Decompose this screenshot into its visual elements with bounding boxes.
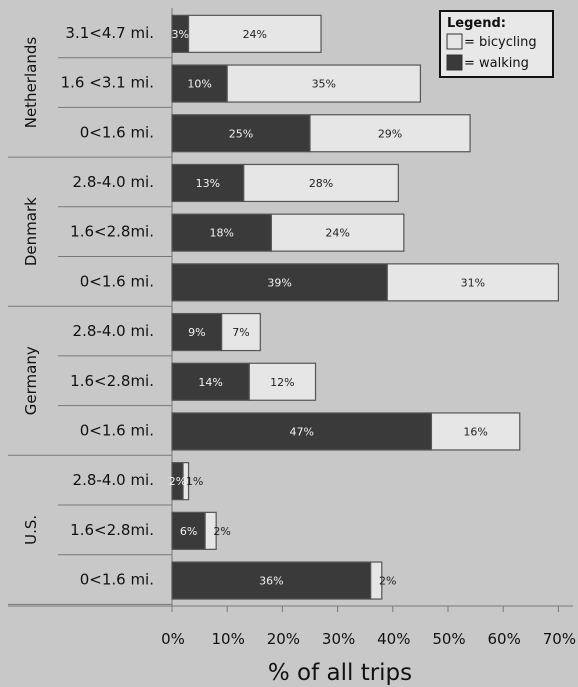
- data-label-walking: 47%: [289, 425, 313, 438]
- bar-bicycling: [204, 511, 217, 550]
- bar-walking: [171, 213, 272, 252]
- category-label: 2.8-4.0 mi.: [73, 471, 154, 489]
- data-label-bicycling: 12%: [270, 376, 294, 389]
- category-label: 0<1.6 mi.: [80, 571, 154, 589]
- category-label: 1.6<2.8mi.: [70, 372, 154, 390]
- bar-walking: [171, 114, 311, 153]
- x-tick-label: 30%: [322, 630, 355, 648]
- data-label-bicycling: 2%: [379, 575, 396, 588]
- category-label: 3.1<4.7 mi.: [65, 24, 154, 42]
- data-label-walking: 18%: [209, 227, 233, 240]
- bar-walking: [171, 163, 245, 203]
- legend-swatch-bicycling: [446, 33, 463, 50]
- bar-bicycling: [430, 412, 521, 451]
- data-label-bicycling: 1%: [186, 475, 203, 488]
- category-label: 1.6<2.8mi.: [70, 521, 154, 539]
- bar-bicycling: [221, 312, 261, 352]
- group-label: Denmark: [22, 197, 40, 266]
- bar-walking: [171, 263, 388, 302]
- data-label-bicycling: 28%: [309, 177, 333, 190]
- legend-swatch-walking: [446, 54, 463, 71]
- bar-walking: [171, 561, 372, 600]
- category-label: 1.6<2.8mi.: [70, 223, 154, 241]
- legend-entry: = bicycling: [464, 35, 537, 50]
- data-label-walking: 13%: [196, 177, 220, 190]
- chart-bars: [171, 14, 559, 600]
- bar-walking: [171, 511, 206, 550]
- category-label: 2.8-4.0 mi.: [73, 173, 154, 191]
- data-label-bicycling: 16%: [463, 425, 487, 438]
- data-label-walking: 39%: [267, 276, 291, 289]
- legend-entry: = walking: [464, 56, 529, 71]
- category-label: 1.6 <3.1 mi.: [61, 74, 154, 92]
- data-label-bicycling: 2%: [213, 525, 230, 538]
- bar-bicycling: [309, 114, 471, 153]
- x-tick-label: 60%: [488, 630, 521, 648]
- data-label-bicycling: 24%: [325, 227, 349, 240]
- data-label-bicycling: 31%: [461, 276, 485, 289]
- data-label-walking: 10%: [187, 78, 211, 91]
- bar-bicycling: [182, 462, 190, 501]
- data-label-bicycling: 24%: [243, 28, 267, 41]
- x-tick-label: 0%: [161, 630, 185, 648]
- bar-bicycling: [270, 213, 405, 252]
- bar-walking: [171, 362, 250, 401]
- x-tick-label: 20%: [267, 630, 300, 648]
- category-label: 0<1.6 mi.: [80, 123, 154, 141]
- data-label-walking: 25%: [229, 127, 253, 140]
- x-tick-label: 50%: [432, 630, 465, 648]
- data-label-walking: 2%: [169, 475, 186, 488]
- x-tick-label: 70%: [543, 630, 576, 648]
- data-label-walking: 14%: [198, 376, 222, 389]
- category-label: 0<1.6 mi.: [80, 272, 154, 290]
- bar-bicycling: [243, 163, 399, 203]
- group-label: U.S.: [22, 515, 40, 545]
- chart-labels: 0% 10% 20% 30% 40% 50% 60% 70% Netherlands 3.1<4.…: [22, 24, 576, 648]
- bar-bicycling: [226, 64, 421, 103]
- bar-bicycling: [187, 14, 322, 53]
- legend: Legend: = bicycling = walking: [439, 10, 554, 78]
- bar-bicycling: [248, 362, 317, 401]
- data-label-walking: 6%: [180, 525, 197, 538]
- chart-axes: [8, 8, 573, 612]
- x-axis-label: % of all trips: [268, 660, 412, 686]
- bar-bicycling: [386, 263, 559, 302]
- data-label-bicycling: 7%: [232, 326, 249, 339]
- group-label: Germany: [22, 346, 40, 415]
- data-label-bicycling: 29%: [378, 127, 402, 140]
- category-label: 0<1.6 mi.: [80, 421, 154, 439]
- data-label-walking: 3%: [172, 28, 189, 41]
- x-tick-label: 10%: [212, 630, 245, 648]
- data-label-walking: 9%: [188, 326, 205, 339]
- group-label: Netherlands: [22, 37, 40, 129]
- data-label-bicycling: 35%: [312, 78, 336, 91]
- bar-walking: [171, 312, 223, 352]
- bar-walking: [171, 64, 228, 103]
- x-tick-label: 40%: [377, 630, 410, 648]
- bar-bicycling: [370, 561, 383, 600]
- legend-title: Legend:: [447, 16, 506, 31]
- data-label-walking: 36%: [259, 575, 283, 588]
- category-label: 2.8-4.0 mi.: [73, 322, 154, 340]
